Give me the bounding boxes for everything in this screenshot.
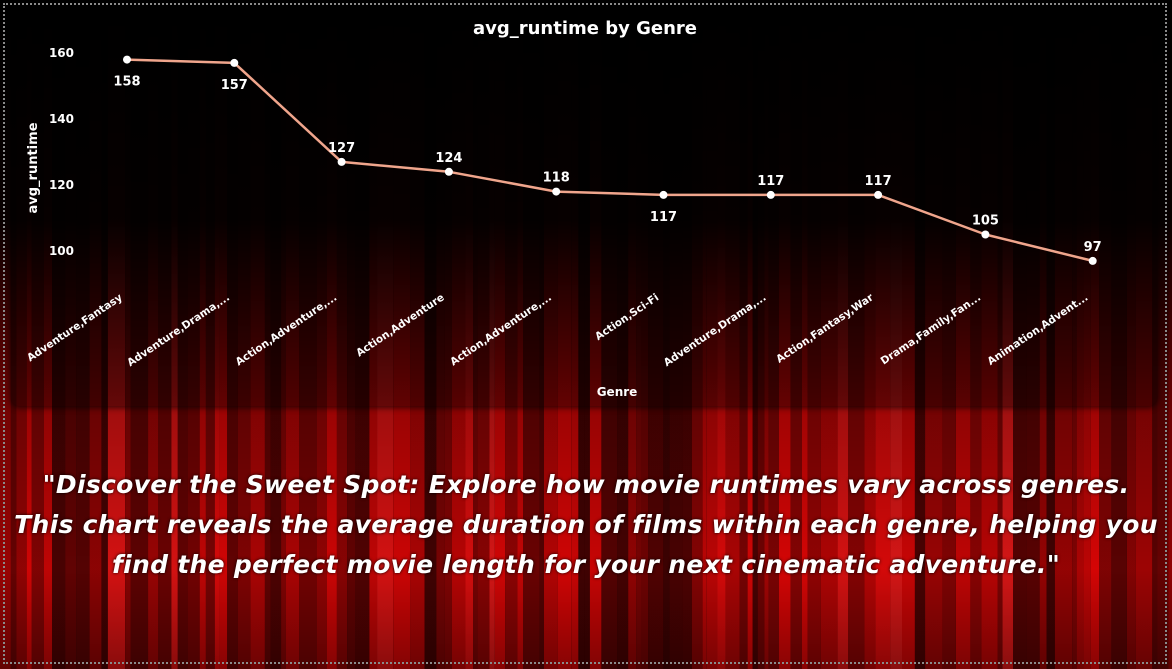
x-tick-label: Action,Adventure,... xyxy=(448,292,554,369)
x-tick-label: Adventure,Drama,... xyxy=(662,292,769,370)
x-tick-label: Adventure,Fantasy xyxy=(25,291,125,364)
x-tick-label: Action,Adventure xyxy=(354,292,447,360)
x-tick-label: Drama,Family,Fan... xyxy=(879,292,983,368)
data-point[interactable] xyxy=(230,58,239,67)
data-label: 117 xyxy=(650,210,677,225)
data-label: 124 xyxy=(435,151,462,166)
data-label: 117 xyxy=(865,174,892,189)
data-point[interactable] xyxy=(981,230,990,239)
data-label: 105 xyxy=(972,214,999,229)
x-tick-label: Animation,Advent... xyxy=(985,292,1090,368)
data-point[interactable] xyxy=(659,190,668,199)
data-point[interactable] xyxy=(766,190,775,199)
x-tick-label: Action,Sci-Fi xyxy=(593,292,661,343)
data-label: 97 xyxy=(1084,240,1102,255)
y-tick-label: 160 xyxy=(49,46,74,60)
y-tick-label: 100 xyxy=(49,244,74,258)
caption-text: "Discover the Sweet Spot: Explore how mo… xyxy=(14,470,1158,579)
x-axis-label: Genre xyxy=(597,385,638,399)
data-label: 157 xyxy=(221,78,248,93)
data-point[interactable] xyxy=(874,190,883,199)
line-chart: avg_runtime by Genre avg_runtime Genre 100 1… xyxy=(25,18,1102,399)
y-tick-label: 120 xyxy=(49,178,74,192)
y-tick-label: 140 xyxy=(49,112,74,126)
x-tick-label: Action,Fantasy,War xyxy=(774,291,876,365)
x-tick-label: Adventure,Drama,... xyxy=(125,292,232,370)
data-label: 127 xyxy=(328,141,355,156)
data-label: 158 xyxy=(113,75,140,90)
y-axis-label: avg_runtime xyxy=(26,122,41,213)
chart-panel xyxy=(10,8,1158,406)
series-line xyxy=(126,58,1093,263)
data-label: 117 xyxy=(757,174,784,189)
data-point[interactable] xyxy=(1088,256,1097,265)
data-point[interactable] xyxy=(337,157,346,166)
x-tick-label: Action,Adventure,... xyxy=(234,292,340,369)
data-point[interactable] xyxy=(552,187,561,196)
data-point[interactable] xyxy=(444,167,453,176)
data-label: 118 xyxy=(543,171,570,186)
chart-title: avg_runtime by Genre xyxy=(473,18,697,39)
data-point[interactable] xyxy=(123,55,131,64)
